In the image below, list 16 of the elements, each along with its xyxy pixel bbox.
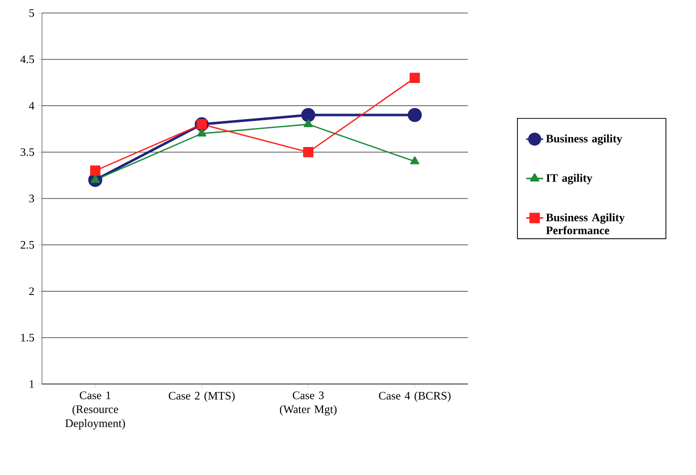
y-tick-label: 2.5 <box>20 241 34 249</box>
x-tick-label: Case 2 (MTS) <box>168 392 235 402</box>
x-tick-label: Case 4 (BCRS) <box>378 392 451 402</box>
x-tick-label: Case 3 (Water Mgt) <box>280 392 337 416</box>
y-tick-label: 4.5 <box>20 56 34 64</box>
y-tick-label: 4 <box>28 102 34 110</box>
legend-label: IT agility <box>546 174 592 184</box>
legend-label: Business Agility Performance <box>546 213 625 234</box>
y-tick-label: 5 <box>29 9 34 17</box>
y-tick-label: 2 <box>29 287 34 296</box>
y-tick-label: 3.5 <box>20 148 34 156</box>
legend-label: Business agility <box>546 134 622 145</box>
y-tick-label: 3 <box>29 194 34 202</box>
y-tick-label: 1 <box>30 380 34 388</box>
y-tick-label: 1.5 <box>21 334 34 342</box>
x-tick-label: Case 1 (Resource Deployment) <box>65 392 125 430</box>
